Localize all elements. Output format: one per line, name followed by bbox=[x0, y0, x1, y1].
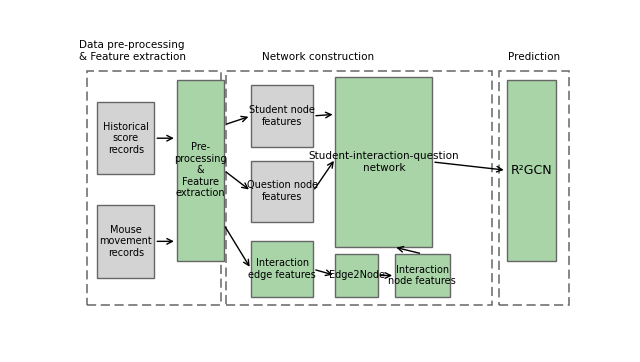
Bar bbox=[395, 254, 449, 297]
Text: Question node
features: Question node features bbox=[246, 180, 317, 202]
Text: Student-interaction-question
network: Student-interaction-question network bbox=[308, 151, 459, 173]
Bar bbox=[507, 80, 556, 261]
Bar bbox=[97, 102, 154, 174]
Bar bbox=[335, 254, 378, 297]
Bar bbox=[251, 85, 313, 147]
Bar bbox=[335, 77, 432, 247]
Bar bbox=[97, 205, 154, 278]
Text: R²GCN: R²GCN bbox=[511, 164, 552, 177]
Bar bbox=[499, 71, 568, 306]
Text: Mouse
movement
records: Mouse movement records bbox=[99, 225, 152, 258]
Bar bbox=[88, 71, 221, 306]
Text: Pre-
processing
&
Feature
extraction: Pre- processing & Feature extraction bbox=[174, 142, 227, 198]
Text: Network construction: Network construction bbox=[262, 51, 374, 62]
Text: Interaction
edge features: Interaction edge features bbox=[248, 258, 316, 280]
Bar bbox=[251, 241, 313, 297]
Bar bbox=[251, 160, 313, 222]
Text: Data pre-processing
& Feature extraction: Data pre-processing & Feature extraction bbox=[79, 40, 186, 62]
Text: Historical
score
records: Historical score records bbox=[103, 122, 149, 155]
Bar bbox=[227, 71, 492, 306]
Text: Prediction: Prediction bbox=[508, 51, 560, 62]
Text: Edge2Node: Edge2Node bbox=[328, 270, 385, 281]
Text: Student node
features: Student node features bbox=[249, 105, 315, 127]
Bar bbox=[177, 80, 224, 261]
Text: Interaction
node features: Interaction node features bbox=[388, 265, 456, 286]
